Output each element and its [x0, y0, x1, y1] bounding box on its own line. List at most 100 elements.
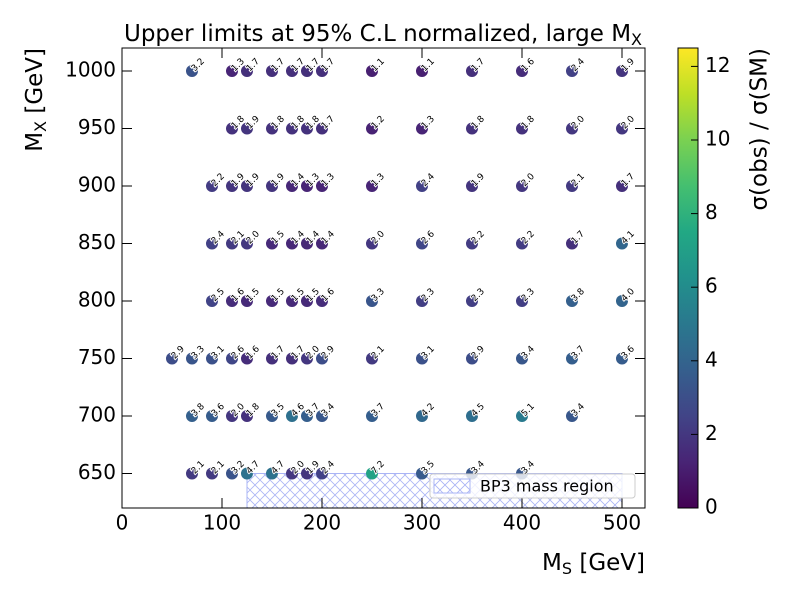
point [366, 295, 378, 307]
y-tick-label: 950 [78, 115, 116, 139]
point [366, 237, 378, 250]
point [301, 410, 313, 422]
point [566, 237, 578, 250]
point [241, 180, 253, 192]
point [516, 237, 528, 250]
point [301, 65, 313, 77]
point [416, 180, 428, 192]
point [616, 295, 628, 307]
chart-title: Upper limits at 95% C.L normalized, larg… [124, 21, 642, 49]
point [466, 237, 478, 250]
point [316, 352, 328, 365]
point [266, 295, 278, 307]
point [516, 65, 528, 77]
point [416, 467, 428, 480]
point [466, 410, 478, 422]
point [226, 122, 238, 135]
point [166, 352, 178, 365]
x-tick-label: 200 [303, 511, 341, 535]
point [366, 467, 378, 480]
point [566, 352, 578, 365]
point [206, 410, 218, 422]
colorbar-tick-label: 6 [705, 274, 718, 298]
y-tick-label: 800 [78, 288, 116, 312]
point [266, 237, 278, 250]
point [301, 295, 313, 307]
point [266, 467, 278, 480]
point [566, 65, 578, 77]
point [416, 410, 428, 422]
y-tick-label: 900 [78, 173, 116, 197]
point [301, 237, 313, 250]
point [316, 65, 328, 77]
point [466, 65, 478, 77]
point [616, 352, 628, 365]
point [466, 295, 478, 307]
point [241, 467, 253, 480]
point [226, 467, 238, 480]
point [241, 65, 253, 77]
x-tick-label: 0 [116, 511, 129, 535]
point [316, 122, 328, 135]
y-tick-label: 850 [78, 230, 116, 254]
colorbar-tick-label: 12 [705, 53, 730, 77]
legend-box [429, 473, 636, 499]
legend-label: BP3 mass region [480, 477, 614, 496]
point [286, 352, 298, 365]
point [316, 180, 328, 192]
point [516, 352, 528, 365]
point [186, 65, 198, 77]
point [616, 237, 628, 250]
point [226, 352, 238, 365]
point [416, 65, 428, 77]
point [286, 467, 298, 480]
point [286, 410, 298, 422]
point [206, 352, 218, 365]
point [366, 180, 378, 192]
x-tick-label: 400 [503, 511, 541, 535]
point [366, 352, 378, 365]
point [206, 467, 218, 480]
x-tick-label: 100 [203, 511, 241, 535]
x-axis-label: MS [GeV] [542, 550, 645, 578]
point [186, 352, 198, 365]
point [241, 237, 253, 250]
point [241, 352, 253, 365]
point [241, 410, 253, 422]
point [226, 65, 238, 77]
y-tick-label: 750 [78, 345, 116, 369]
point [566, 410, 578, 422]
point [301, 122, 313, 135]
y-tick-label: 650 [78, 460, 116, 484]
point [516, 410, 528, 422]
point [241, 122, 253, 135]
point [226, 237, 238, 250]
point [566, 295, 578, 307]
colorbar-label: σ(obs) / σ(SM) [747, 48, 773, 211]
point [286, 295, 298, 307]
point [266, 352, 278, 365]
point [316, 295, 328, 307]
point [416, 295, 428, 307]
point [266, 410, 278, 422]
point [466, 122, 478, 135]
point [206, 180, 218, 192]
y-axis-label: MX [GeV] [22, 48, 50, 152]
point [466, 180, 478, 192]
point [266, 180, 278, 192]
point [616, 122, 628, 135]
point [226, 295, 238, 307]
point [316, 237, 328, 250]
point [416, 352, 428, 365]
point [226, 180, 238, 192]
x-tick-label: 500 [603, 511, 641, 535]
point [516, 180, 528, 192]
y-tick-label: 700 [78, 403, 116, 427]
point [316, 467, 328, 480]
point [516, 122, 528, 135]
point [566, 180, 578, 192]
point [186, 467, 198, 480]
point [301, 180, 313, 192]
point [416, 122, 428, 135]
colorbar [677, 47, 699, 509]
